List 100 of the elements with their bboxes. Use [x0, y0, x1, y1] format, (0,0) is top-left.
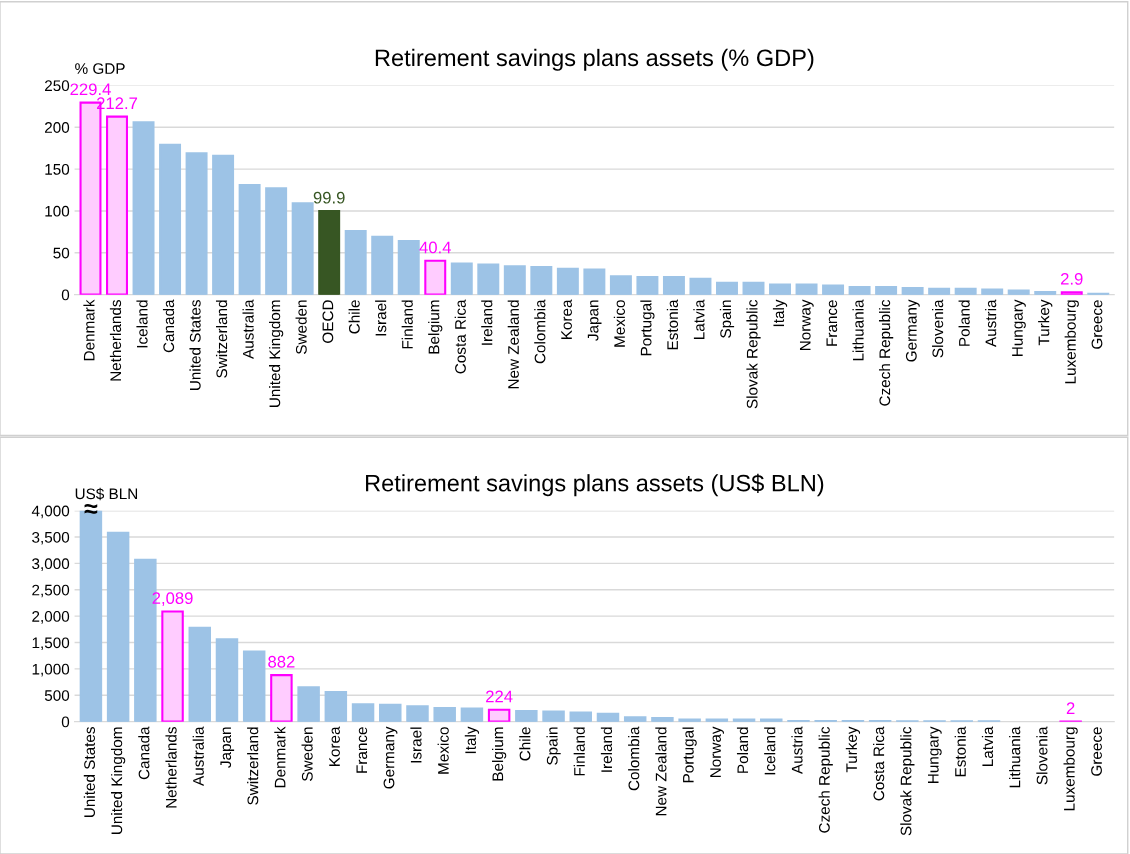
bar	[242, 650, 266, 722]
x-tick-label: Finland	[401, 300, 413, 349]
bar	[716, 281, 738, 295]
x-tick-label: Poland	[736, 727, 749, 773]
x-tick-label: United Kingdom	[111, 727, 126, 835]
bar	[487, 708, 511, 722]
y-tick-label: 250	[45, 80, 70, 92]
bar	[238, 183, 261, 295]
x-tick-label: Slovak Republic	[746, 299, 761, 409]
y-tick-label: 2,500	[32, 584, 70, 598]
bar	[450, 262, 473, 295]
bar	[705, 718, 729, 722]
y-tick-label: 4,000	[31, 505, 70, 519]
bar	[318, 209, 341, 295]
chart-title: Retirement savings plans assets (% GDP)	[375, 48, 814, 71]
x-tick-label: Denmark	[83, 299, 95, 361]
x-tick-label: Colombia	[534, 299, 546, 364]
x-tick-label: Norway	[799, 299, 814, 351]
x-tick-label: Finland	[573, 727, 585, 776]
x-tick-label: Slovenia	[1036, 726, 1048, 785]
x-tick-label: Korea	[561, 299, 572, 339]
y-tick-label: 3,000	[32, 558, 70, 571]
x-tick-label: Chile	[348, 300, 360, 334]
x-tick-label: Israel	[375, 300, 387, 336]
x-tick-label: Chile	[519, 727, 531, 761]
x-tick-label: Latvia	[693, 299, 705, 339]
bar	[406, 705, 429, 722]
x-tick-label: Luxembourg	[1063, 727, 1078, 811]
bar	[901, 286, 924, 295]
y-tick-label: 3,500	[32, 531, 70, 545]
x-tick-label: Japan	[587, 300, 602, 341]
bar	[297, 686, 320, 722]
x-tick-label: Israel	[410, 727, 422, 763]
bar	[769, 283, 792, 295]
x-tick-label: Belgium	[492, 727, 507, 781]
bar	[875, 286, 898, 295]
bar	[188, 626, 212, 722]
x-tick-label: Slovak Republic	[900, 726, 915, 836]
x-tick-label: Sweden	[301, 727, 313, 781]
x-tick-label: Poland	[958, 300, 970, 346]
bar	[760, 718, 783, 722]
bar	[795, 283, 818, 295]
y-tick-label: 500	[44, 690, 70, 701]
bar	[542, 710, 565, 722]
data-label: 99.9	[313, 191, 345, 204]
x-tick-label: Portugal	[640, 300, 655, 356]
x-tick-label: Ireland	[481, 300, 493, 345]
chart-title: Retirement savings plans assets (US$ BLN)	[366, 473, 824, 497]
x-tick-label: New Zealand	[655, 727, 667, 816]
x-tick-label: Estonia	[954, 726, 966, 777]
x-tick-label: Austria	[985, 299, 997, 348]
bar	[185, 152, 208, 295]
bar	[397, 240, 420, 295]
x-tick-label: Australia	[192, 726, 204, 786]
bar	[106, 531, 130, 722]
x-tick-label: Lithuania	[1009, 726, 1021, 788]
x-tick-label: Denmark	[274, 726, 286, 788]
annotation: ≈	[84, 503, 98, 514]
bar	[477, 263, 500, 295]
y-tick-label: 150	[45, 163, 70, 175]
bar	[583, 268, 606, 295]
x-tick-label: Japan	[220, 727, 235, 768]
x-tick-label: Latvia	[981, 726, 994, 766]
x-tick-label: United States	[189, 300, 201, 391]
y-tick-label: 2,000	[32, 611, 70, 624]
x-tick-label: Italy	[772, 299, 788, 327]
bar	[324, 691, 348, 722]
x-tick-label: United Kingdom	[269, 300, 284, 408]
bar	[609, 275, 632, 295]
x-tick-label: Greece	[1091, 300, 1103, 349]
x-tick-label: Italy	[464, 726, 480, 754]
bar	[132, 121, 155, 295]
x-tick-label: Sweden	[295, 300, 307, 354]
bar	[106, 115, 128, 295]
bar	[848, 286, 871, 295]
data-label: 2	[1066, 702, 1075, 714]
x-tick-label: Germany	[383, 726, 398, 789]
x-tick-label: Switzerland	[215, 300, 228, 378]
y-tick-label: 50	[53, 247, 70, 259]
x-tick-label: Germany	[905, 299, 920, 362]
bar	[379, 703, 402, 722]
x-tick-label: Belgium	[428, 300, 443, 354]
x-tick-label: Spain	[719, 300, 735, 338]
bar	[689, 277, 712, 295]
bar	[569, 711, 593, 722]
x-tick-label: Austria	[791, 726, 803, 775]
x-tick-label: France	[356, 727, 368, 773]
x-tick-label: Canada	[138, 726, 150, 780]
x-tick-label: United States	[83, 727, 96, 818]
x-tick-label: Colombia	[628, 726, 640, 791]
bar	[1007, 289, 1030, 295]
x-tick-label: Ireland	[600, 727, 613, 772]
y-tick-label: 1,000	[32, 663, 70, 677]
x-tick-label: Norway	[710, 726, 724, 778]
bar	[678, 718, 701, 722]
x-tick-label: Lithuania	[852, 299, 864, 361]
data-label: 2.9	[1061, 272, 1083, 285]
y-tick-label: 1,500	[32, 637, 70, 651]
x-tick-label: Estonia	[666, 299, 679, 350]
x-tick-label: New Zealand	[507, 300, 519, 389]
